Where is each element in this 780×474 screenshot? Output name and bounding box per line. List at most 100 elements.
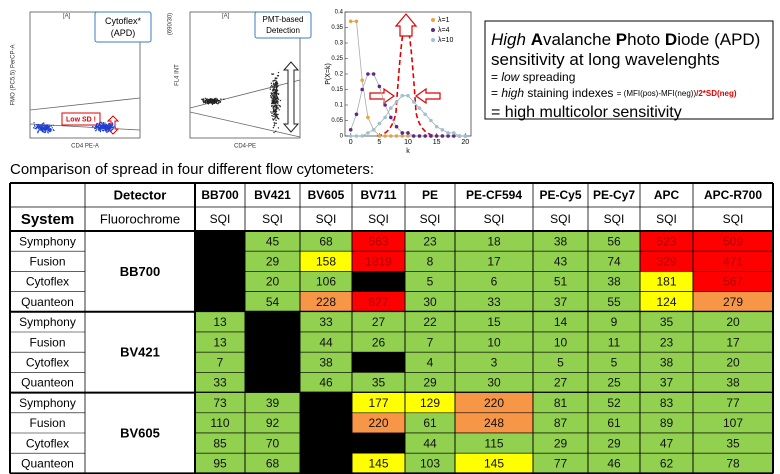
event-dot: [42, 131, 44, 133]
event-dot: [219, 101, 222, 103]
sub-header: SQI: [723, 212, 744, 226]
sqi-value: 17: [487, 254, 501, 268]
point: [377, 134, 382, 138]
sqi-value: 37: [554, 295, 568, 309]
point: [411, 100, 416, 104]
point: [360, 134, 364, 138]
textbox-line: sensitivity at long wavelenghts: [491, 50, 720, 69]
event-dot: [274, 116, 276, 119]
sqi-value: 89: [660, 416, 674, 430]
point: [371, 72, 376, 76]
sub-header: SQI: [484, 212, 505, 226]
event-dot: [50, 130, 52, 132]
event-dot: [211, 102, 213, 104]
event-dot: [278, 118, 280, 120]
gate-line: [29, 97, 141, 111]
sqi-value: 115: [484, 436, 503, 450]
text-box: [484, 20, 774, 120]
event-dot: [212, 99, 214, 101]
sqi-value: 158: [316, 254, 336, 268]
column-header: BV605: [308, 188, 345, 202]
y-tick-label: 0.4: [335, 10, 344, 16]
event-dot: [275, 94, 277, 96]
sqi-value: 129: [420, 396, 440, 410]
sqi-value: 85: [213, 436, 227, 450]
system-name: Quanteon: [21, 456, 74, 470]
event-dot: [111, 125, 113, 127]
event-dot: [217, 103, 219, 105]
column-header: PE-Cy5: [539, 188, 581, 202]
y-tick-label: 0: [340, 134, 344, 140]
y-tick-label: 0.05: [331, 118, 343, 124]
event-dot: [270, 105, 273, 107]
sqi-value: 11: [608, 335, 621, 349]
event-dot: [44, 125, 46, 127]
event-dot: [275, 130, 277, 133]
point: [417, 134, 422, 138]
sqi-value: 181: [656, 275, 676, 289]
sub-header: SQI: [420, 212, 441, 226]
sqi-cell: [194, 250, 246, 272]
column-header: APC-R700: [704, 188, 762, 202]
sqi-value: 7: [427, 335, 434, 349]
sqi-value: 25: [607, 376, 621, 390]
event-dot: [210, 100, 212, 102]
sqi-value: 38: [319, 355, 333, 369]
event-dot: [270, 111, 272, 113]
event-dot: [35, 128, 37, 130]
event-dot: [272, 115, 274, 117]
legend-marker: [431, 38, 435, 42]
text-segment: = high multicolor sensitivity: [491, 104, 682, 121]
event-dot: [104, 124, 106, 127]
sqi-value: 68: [266, 456, 280, 470]
sqi-cell: [194, 271, 246, 292]
sqi-value: 61: [423, 416, 437, 430]
event-dot: [277, 71, 280, 74]
sqi-value: 87: [554, 416, 568, 430]
sqi-value: 45: [266, 234, 280, 248]
event-dot: [40, 124, 43, 126]
sqi-cell: [244, 351, 301, 373]
point: [400, 134, 405, 138]
detector-name: BV605: [120, 425, 160, 440]
event-dot: [96, 122, 99, 125]
event-dot: [96, 126, 98, 128]
text-segment: = (MFI(pos)-MFI(neg)): [617, 89, 697, 98]
event-dot: [45, 130, 47, 132]
sqi-value: 30: [487, 376, 501, 390]
sqi-value: 44: [319, 335, 333, 349]
sqi-value: 38: [607, 275, 621, 289]
sqi-value: 827: [368, 295, 388, 309]
point: [354, 112, 359, 117]
sqi-value: 77: [726, 396, 740, 410]
point: [383, 134, 387, 138]
gate-line: [189, 111, 301, 138]
system-name: Fusion: [29, 416, 65, 430]
legend-label: λ=1: [438, 17, 450, 24]
sqi-value: 1819: [365, 254, 392, 268]
x-tick-label: 0: [349, 139, 353, 146]
event-dot: [94, 127, 96, 130]
sqi-value: 23: [423, 234, 437, 248]
event-dot: [97, 126, 99, 128]
sqi-value: 14: [554, 315, 568, 329]
point: [354, 134, 359, 138]
sqi-value: 35: [372, 376, 386, 390]
event-dot: [275, 80, 277, 82]
event-dot: [275, 110, 278, 113]
sqi-value: 4: [427, 355, 434, 369]
point: [366, 131, 370, 135]
sqi-value: 29: [266, 254, 280, 268]
event-dot: [107, 129, 109, 131]
point: [434, 134, 439, 138]
event-dot: [103, 126, 105, 128]
event-dot: [100, 122, 103, 124]
sqi-value: 35: [726, 436, 740, 450]
event-dot: [272, 82, 275, 85]
sqi-value: 73: [213, 396, 227, 410]
event-dot: [275, 104, 278, 107]
system-name: Quanteon: [21, 376, 74, 390]
event-dot: [223, 98, 225, 100]
event-dot: [275, 113, 277, 115]
sqi-value: 46: [319, 376, 333, 390]
